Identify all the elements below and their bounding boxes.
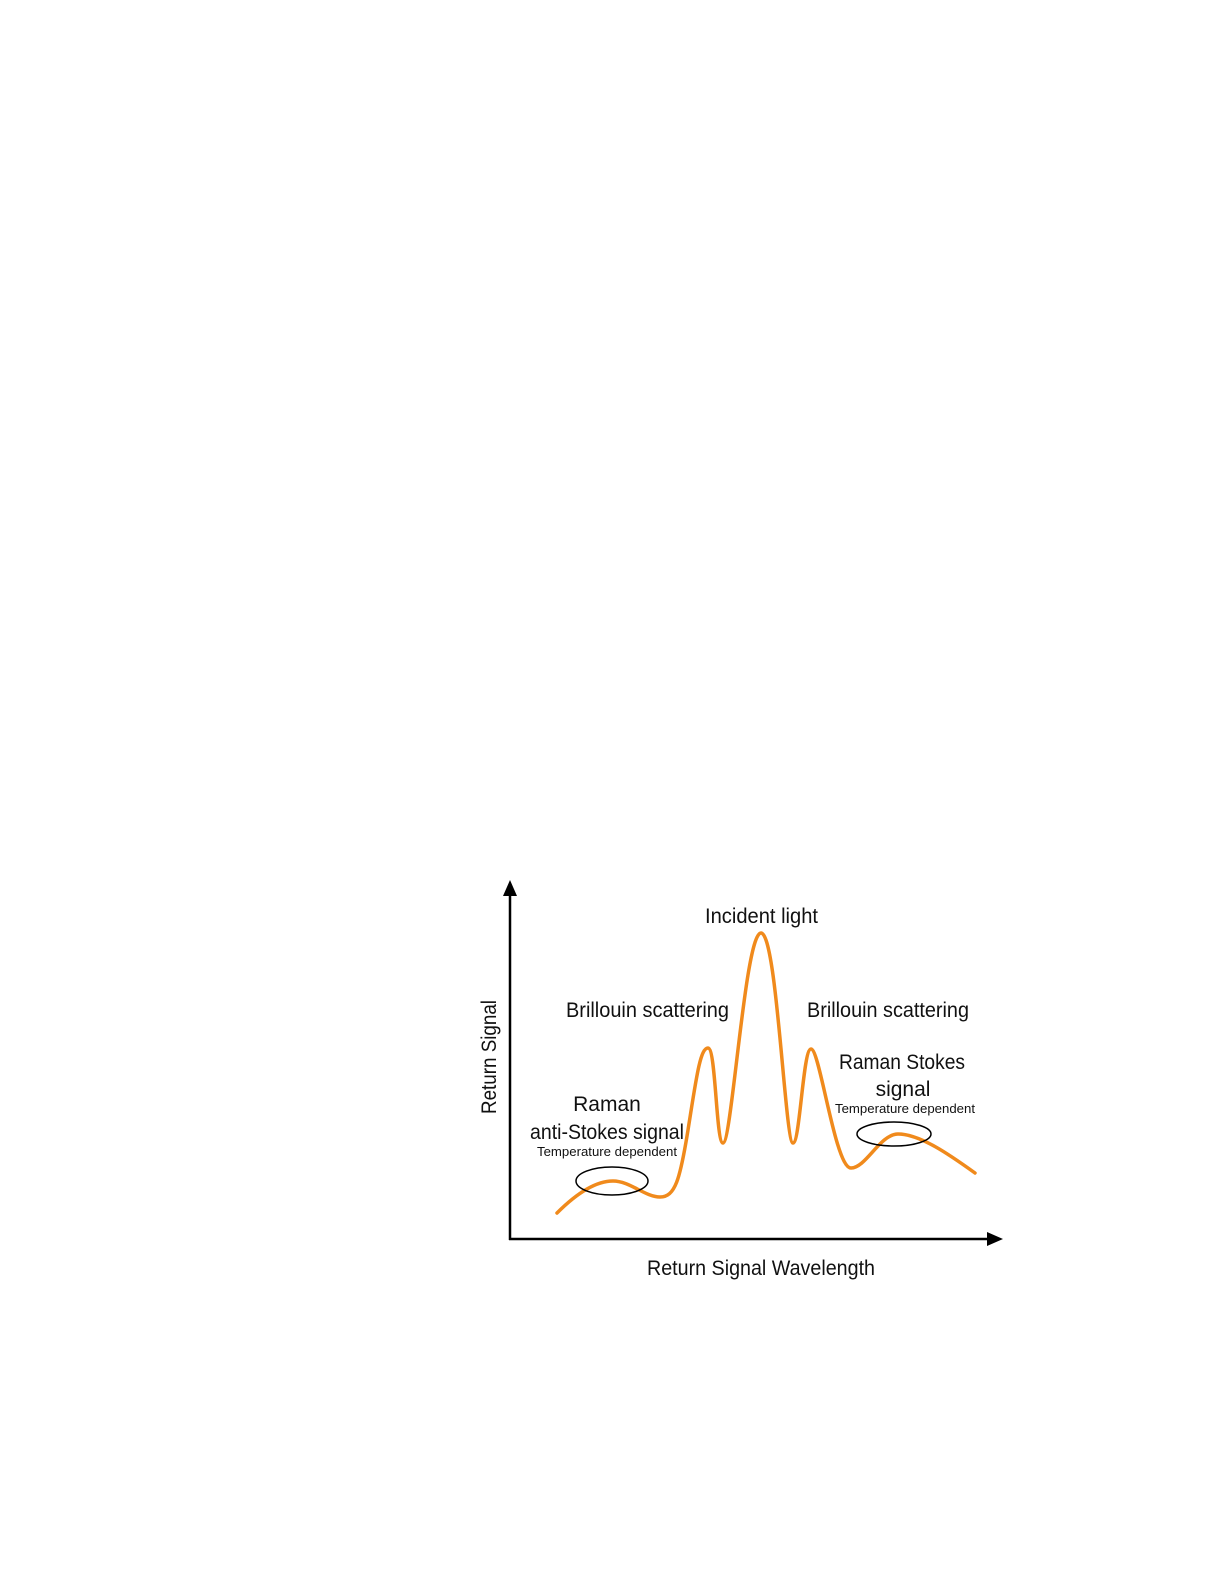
raman-stokes-label-line2: signal bbox=[876, 1078, 931, 1101]
raman-anti-stokes-label-line2: anti-Stokes signal bbox=[530, 1121, 684, 1144]
y-axis-label: Return Signal bbox=[478, 1000, 501, 1114]
y-axis-arrow-icon bbox=[503, 880, 517, 896]
x-axis-arrow-icon bbox=[987, 1232, 1003, 1246]
anti-stokes-highlight-ellipse bbox=[575, 1166, 649, 1196]
raman-anti-stokes-note: Temperature dependent bbox=[537, 1144, 677, 1159]
raman-anti-stokes-label-line1: Raman bbox=[573, 1093, 641, 1116]
spectrum-curve bbox=[555, 931, 977, 1215]
brillouin-right-label: Brillouin scattering bbox=[807, 999, 969, 1022]
raman-stokes-label-line1: Raman Stokes bbox=[839, 1051, 965, 1074]
stokes-highlight-ellipse bbox=[856, 1121, 932, 1147]
brillouin-left-label: Brillouin scattering bbox=[566, 999, 729, 1022]
incident-light-label: Incident light bbox=[705, 905, 818, 928]
raman-stokes-note: Temperature dependent bbox=[835, 1101, 975, 1116]
x-axis-label: Return Signal Wavelength bbox=[647, 1257, 875, 1280]
